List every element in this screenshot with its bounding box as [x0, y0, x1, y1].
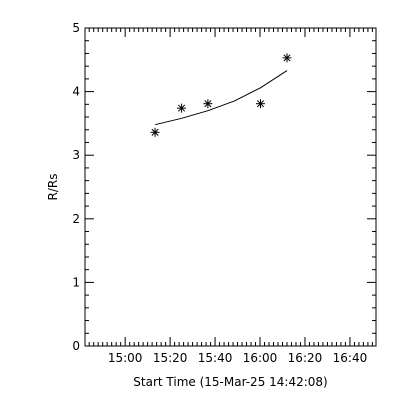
asterisk-stroke [151, 128, 159, 136]
y-tick-label: 0 [72, 339, 80, 353]
data-point [203, 99, 213, 109]
y-tick-label: 3 [72, 148, 80, 162]
y-axis-label: R/Rs [46, 174, 60, 201]
x-tick-label: 16:40 [333, 351, 368, 365]
x-axis-label: Start Time (15-Mar-25 14:42:08) [133, 375, 327, 389]
y-axis: 0 1 2 3 4 5 [72, 21, 376, 353]
fit-curve [154, 70, 288, 126]
y-tick-label: 5 [72, 21, 80, 35]
plot-frame [84, 27, 377, 347]
x-tick-label: 15:20 [153, 351, 188, 365]
asterisk-stroke [256, 100, 265, 108]
x-tick-label: 15:40 [198, 351, 233, 365]
data-point [150, 127, 160, 137]
x-tick-label: 16:00 [243, 351, 278, 365]
data-point [282, 53, 292, 63]
x-tick-label: 15:00 [108, 351, 143, 365]
y-tick-label: 2 [72, 212, 80, 226]
asterisk-stroke [204, 100, 212, 108]
y-tick-label: 4 [72, 85, 80, 99]
data-point [255, 99, 265, 109]
x-axis: 15:00 15:20 15:40 16:00 16:20 16:40 [88, 28, 373, 365]
x-tick-label: 16:20 [288, 351, 323, 365]
asterisk-stroke [178, 104, 186, 112]
fit-layer [154, 70, 288, 126]
asterisk-stroke [283, 54, 291, 62]
points-layer [150, 53, 292, 137]
y-tick-label: 1 [72, 275, 80, 289]
data-point [177, 103, 187, 113]
